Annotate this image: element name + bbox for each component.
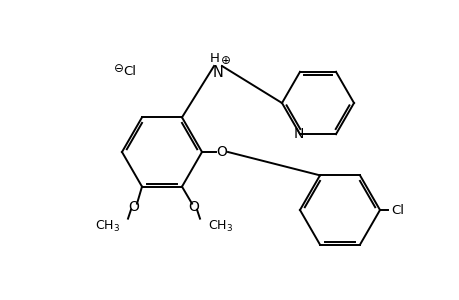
Text: $\oplus$: $\oplus$ <box>219 53 230 67</box>
Text: CH$_3$: CH$_3$ <box>95 219 120 234</box>
Text: N: N <box>212 64 223 80</box>
Text: N: N <box>293 127 303 141</box>
Text: CH$_3$: CH$_3$ <box>207 219 233 234</box>
Text: $\ominus$: $\ominus$ <box>112 61 123 74</box>
Text: O: O <box>216 145 227 159</box>
Text: Cl: Cl <box>123 64 136 77</box>
Text: Cl: Cl <box>391 203 403 217</box>
Text: O: O <box>128 200 139 214</box>
Text: H: H <box>210 52 219 64</box>
Text: O: O <box>188 200 199 214</box>
